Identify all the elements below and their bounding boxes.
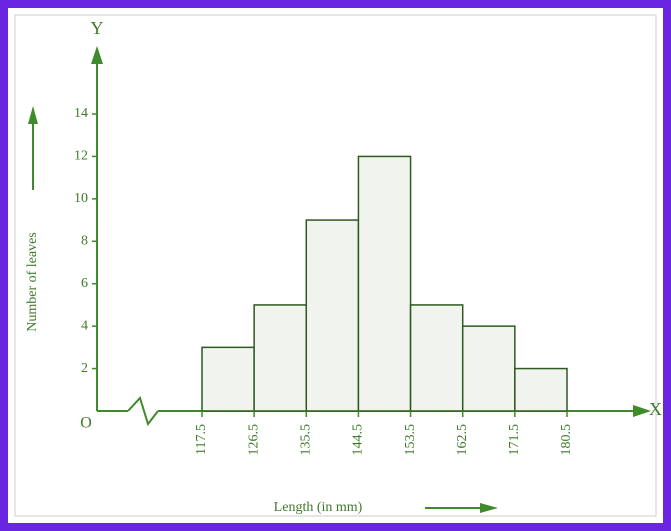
inner-frame	[14, 14, 657, 517]
x-tick-label: 180.5	[559, 424, 574, 456]
y-tick-label: 14	[74, 106, 88, 121]
bar	[253, 304, 308, 412]
origin-label: O	[80, 415, 92, 432]
x-axis-letter: X	[649, 399, 662, 419]
bar	[305, 219, 360, 412]
x-tick-label: 171.5	[507, 424, 522, 456]
bar	[409, 304, 464, 412]
y-axis-label: Number of leaves	[25, 232, 40, 332]
x-arrow	[633, 405, 651, 417]
y-axis-letter: Y	[91, 18, 104, 38]
bar	[201, 346, 255, 412]
x-tick-label: 117.5	[194, 424, 209, 455]
x-tick-label: 144.5	[351, 424, 366, 456]
bar	[461, 325, 516, 412]
x-axis-label: Length (in mm)	[274, 500, 363, 515]
y-tick-label: 8	[81, 234, 88, 249]
x-tick-label: 153.5	[403, 424, 418, 456]
axis-break	[127, 396, 159, 427]
y-arrow	[91, 46, 103, 64]
y-label-arrowhead	[28, 106, 38, 124]
y-tick-label: 10	[74, 191, 88, 206]
bar	[514, 367, 568, 412]
y-tick-label: 12	[74, 149, 88, 164]
y-tick-label: 4	[81, 318, 88, 333]
y-tick-label: 6	[81, 276, 88, 291]
y-tick-label: 2	[81, 361, 88, 376]
bar	[357, 155, 412, 412]
x-label-arrowhead	[480, 503, 498, 513]
x-tick-label: 162.5	[455, 424, 470, 456]
x-tick-label: 135.5	[299, 424, 314, 456]
x-tick-label: 126.5	[246, 424, 261, 456]
